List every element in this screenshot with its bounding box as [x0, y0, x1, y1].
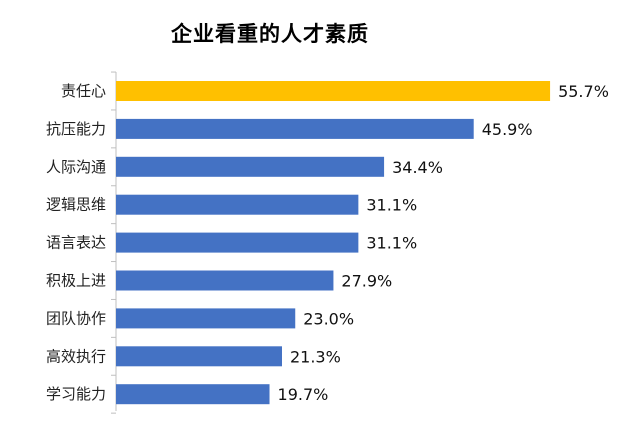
category-label-0: 责任心 [61, 82, 106, 100]
category-label-8: 学习能力 [46, 385, 106, 403]
value-label-3: 31.1% [366, 196, 417, 215]
bar-7 [116, 346, 282, 367]
chart-title: 企业看重的人才素质 [171, 22, 369, 46]
value-label-6: 23.0% [303, 309, 354, 328]
value-label-5: 27.9% [341, 272, 392, 291]
category-label-5: 积极上进 [46, 272, 106, 290]
value-label-0: 55.7% [558, 82, 609, 101]
bar-8 [116, 384, 270, 405]
category-label-1: 抗压能力 [46, 120, 106, 138]
bar-3 [116, 194, 359, 215]
bar-2 [116, 156, 385, 177]
category-label-7: 高效执行 [46, 347, 106, 365]
bar-4 [116, 232, 359, 253]
bar-1 [116, 118, 474, 139]
bar-0 [116, 81, 551, 101]
value-label-7: 21.3% [290, 347, 341, 366]
value-label-8: 19.7% [278, 385, 329, 404]
bar-6 [116, 308, 296, 329]
category-label-2: 人际沟通 [46, 158, 106, 176]
category-label-3: 逻辑思维 [46, 196, 106, 214]
category-label-6: 团队协作 [46, 309, 106, 327]
value-label-2: 34.4% [392, 158, 443, 177]
value-label-4: 31.1% [366, 234, 417, 253]
category-label-4: 语言表达 [46, 234, 106, 252]
bar-5 [116, 270, 334, 291]
value-label-1: 45.9% [482, 120, 533, 139]
